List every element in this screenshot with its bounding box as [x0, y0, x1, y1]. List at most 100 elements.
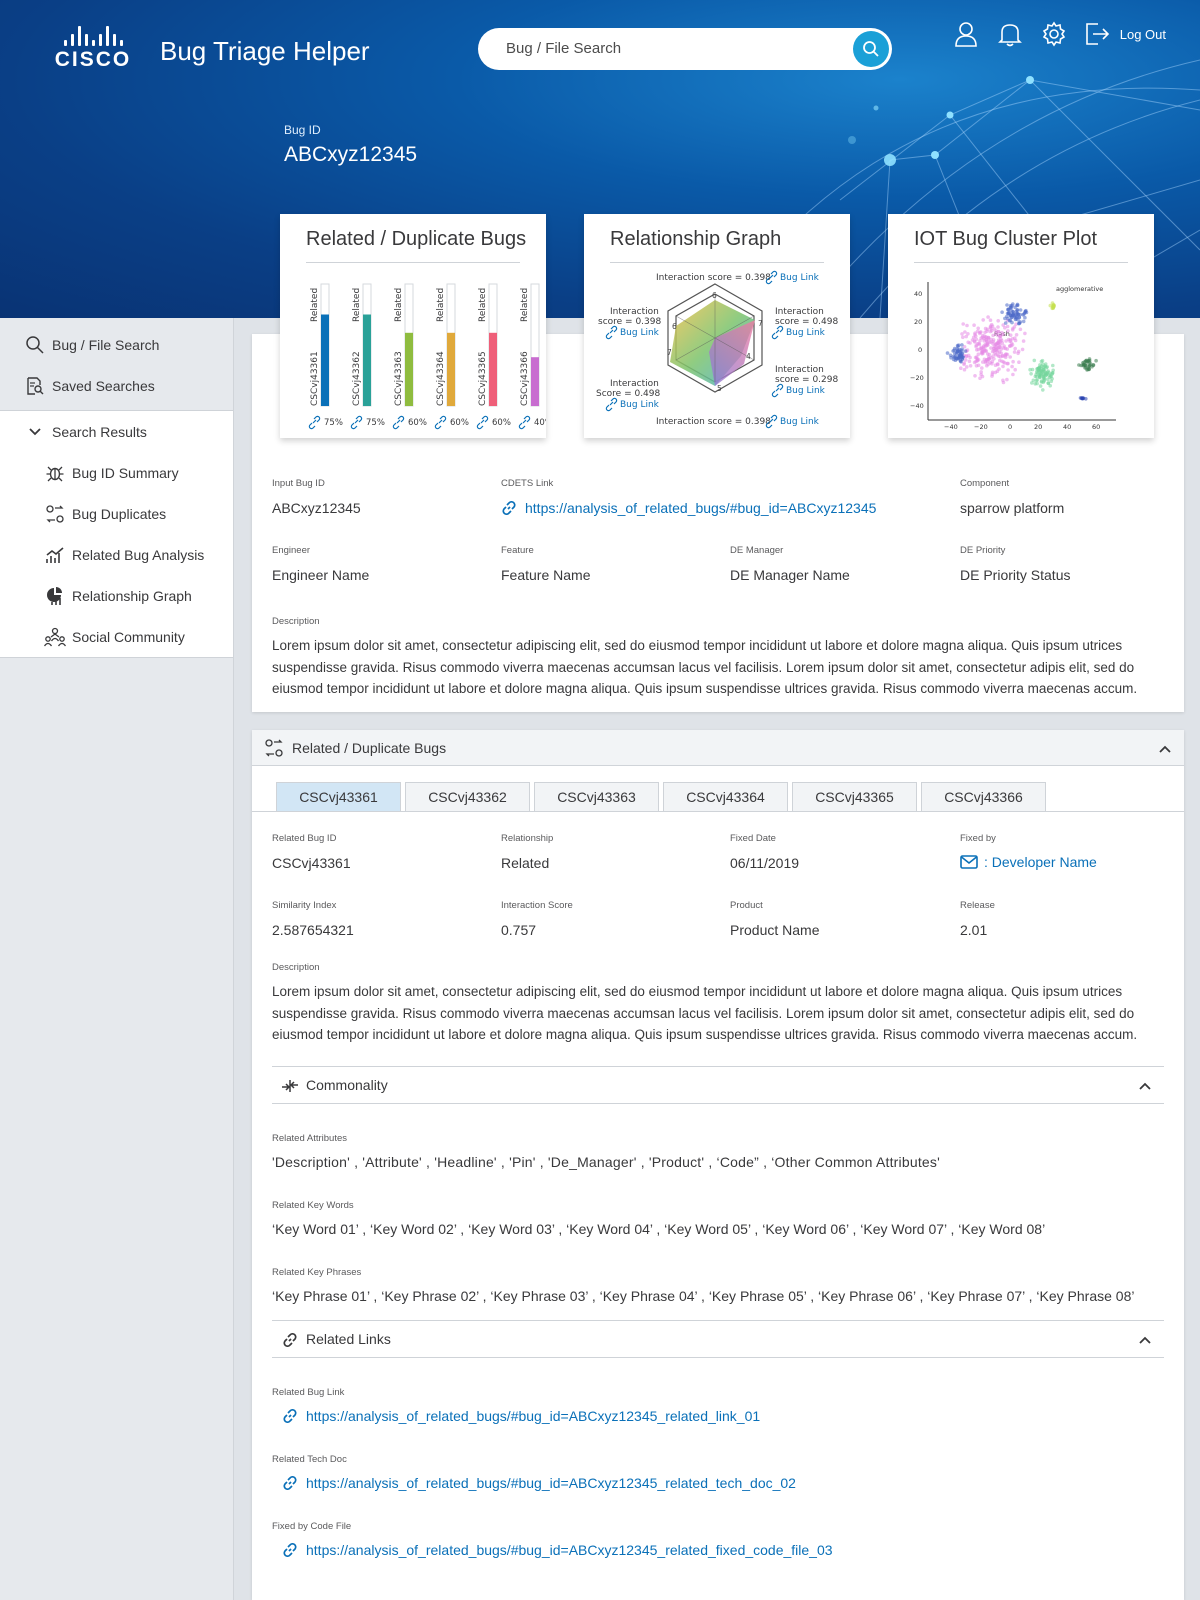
duplicates-section-header[interactable]: Related / Duplicate Bugs	[252, 730, 1184, 766]
tab-cscvj43362[interactable]: CSCvj43362	[405, 782, 530, 811]
cluster-scatter-plot: 40 20 0 −20 −40 −40 −20 0 20 40 60 agglo…	[910, 282, 1116, 431]
link-icon	[283, 1542, 297, 1558]
bug-link[interactable]: Bug Link	[620, 328, 660, 338]
logout-label[interactable]: Log Out	[1119, 26, 1166, 42]
link-icon[interactable]	[518, 415, 531, 430]
search-button[interactable]	[853, 31, 889, 67]
input-bug-id-value: ABCxyz12345	[272, 500, 361, 516]
bug-link[interactable]: Bug Link	[620, 400, 660, 410]
related-bug-id-value: CSCvj43361	[272, 855, 351, 871]
chevron-down-icon	[24, 421, 46, 443]
link-icon[interactable]	[308, 415, 321, 430]
notifications-button[interactable]	[996, 20, 1024, 48]
search-input[interactable]: Bug / File Search	[506, 40, 622, 57]
cluster-point	[959, 366, 963, 370]
related-links-header[interactable]: Related Links	[272, 1320, 1164, 1358]
cluster-point	[982, 357, 987, 362]
cisco-logo[interactable]: CISCO	[52, 26, 134, 71]
link-icon[interactable]	[434, 415, 447, 430]
user-profile-button[interactable]	[952, 20, 980, 48]
cluster-point	[1008, 333, 1013, 337]
cluster-point	[981, 345, 986, 350]
field-label: Engineer	[272, 545, 311, 556]
cluster-point	[989, 346, 993, 350]
cluster-point	[1001, 323, 1005, 327]
cluster-point	[1013, 367, 1017, 372]
bug-link[interactable]: Bug Link	[786, 328, 826, 338]
bar-gauge-cscvj43365[interactable]: Related CSCvj43365 60%	[476, 283, 511, 430]
related-tech-doc-text[interactable]: https://analysis_of_related_bugs/#bug_id…	[306, 1475, 796, 1491]
field-label: Input Bug ID	[272, 478, 325, 489]
link-icon[interactable]	[392, 415, 405, 430]
tab-cscvj43363[interactable]: CSCvj43363	[534, 782, 659, 811]
cluster-point	[956, 344, 960, 349]
commonality-header[interactable]: Commonality	[272, 1066, 1164, 1104]
cluster-point	[960, 343, 964, 347]
x-tick: −20	[974, 423, 988, 431]
sidebar-item-social-community[interactable]: Social Community	[0, 616, 233, 657]
related-tech-doc-link[interactable]: https://analysis_of_related_bugs/#bug_id…	[282, 1475, 796, 1491]
tab-cscvj43366[interactable]: CSCvj43366	[921, 782, 1046, 811]
cluster-point	[1000, 310, 1004, 314]
chevron-up-icon[interactable]	[1158, 742, 1172, 756]
card-title: Related / Duplicate Bugs	[306, 228, 527, 250]
link-icon[interactable]	[476, 415, 489, 430]
header-search-bar[interactable]: Bug / File Search	[478, 28, 892, 70]
cluster-point	[962, 345, 967, 349]
x-tick: 0	[1008, 423, 1012, 431]
bar-gauge-cscvj43366[interactable]: Related CSCvj43366 40%	[518, 283, 546, 430]
chevron-up-icon[interactable]	[1138, 1079, 1152, 1093]
tab-cscvj43361[interactable]: CSCvj43361	[276, 782, 401, 811]
cdets-link[interactable]: https://analysis_of_related_bugs/#bug_id…	[501, 500, 876, 516]
cluster-point	[997, 367, 1001, 371]
fixed-code-file-text[interactable]: https://analysis_of_related_bugs/#bug_id…	[306, 1542, 833, 1558]
commonality-icon	[282, 1080, 298, 1092]
logout-button[interactable]	[1084, 20, 1110, 48]
cluster-point	[1041, 362, 1045, 367]
sidebar-item-related-bug-analysis[interactable]: Related Bug Analysis	[0, 534, 233, 575]
cluster-point	[953, 358, 958, 362]
bug-link[interactable]: Bug Link	[780, 417, 820, 427]
sidebar-item-relationship-graph[interactable]: Relationship Graph	[0, 575, 233, 616]
bar-gauge-cscvj43364[interactable]: Related CSCvj43364 60%	[434, 283, 469, 430]
sidebar-item-bug-id-summary[interactable]: Bug ID Summary	[0, 452, 233, 493]
developer-name[interactable]: : Developer Name	[984, 854, 1097, 870]
sidebar-group-search-results[interactable]: Search Results	[0, 411, 233, 452]
bar-tag-label: Related	[310, 288, 320, 322]
tab-cscvj43365[interactable]: CSCvj43365	[792, 782, 917, 811]
cluster-point	[998, 358, 1002, 363]
cluster-point	[973, 355, 978, 360]
cluster-point	[963, 358, 968, 362]
sidebar-item-bug-duplicates[interactable]: Bug Duplicates	[0, 493, 233, 534]
sidebar-item-saved-searches[interactable]: Saved Searches	[0, 365, 233, 406]
bar-gauge-cscvj43363[interactable]: Related CSCvj43363 60%	[392, 283, 427, 430]
cluster-point	[1030, 367, 1035, 372]
link-icon[interactable]	[350, 415, 363, 430]
relationship-graph-card[interactable]: Relationship Graph 6 7 4 5 7 6 Interacti…	[584, 214, 850, 438]
fixed-code-file-link[interactable]: https://analysis_of_related_bugs/#bug_id…	[282, 1542, 833, 1558]
cluster-point	[1023, 310, 1028, 314]
engineer-value: Engineer Name	[272, 567, 370, 583]
related-bug-link-text[interactable]: https://analysis_of_related_bugs/#bug_id…	[306, 1408, 761, 1424]
bug-link[interactable]: Bug Link	[780, 273, 820, 283]
chevron-up-icon[interactable]	[1138, 1333, 1152, 1347]
bar-gauge-cscvj43361[interactable]: Related CSCvj43361 75%	[308, 283, 343, 430]
related-bug-link[interactable]: https://analysis_of_related_bugs/#bug_id…	[282, 1408, 760, 1424]
bar-percent-label: 60%	[408, 418, 427, 428]
bar-fill	[531, 357, 539, 406]
bar-gauge-cscvj43362[interactable]: Related CSCvj43362 75%	[350, 283, 385, 430]
related-bugs-card[interactable]: Related / Duplicate Bugs Related CSCvj433…	[280, 214, 546, 438]
cluster-plot-card[interactable]: IOT Bug Cluster Plot 40 20 0 −20 −40 −40…	[888, 214, 1154, 438]
component-value: sparrow platform	[960, 500, 1065, 516]
settings-button[interactable]	[1040, 20, 1068, 48]
related-keyphrases-label: Related Key Phrases	[272, 1267, 362, 1278]
bug-link[interactable]: Bug Link	[786, 386, 826, 396]
cdets-link-text[interactable]: https://analysis_of_related_bugs/#bug_id…	[525, 500, 877, 516]
sidebar-item-bug-file-search[interactable]: Bug / File Search	[0, 324, 233, 365]
search-icon	[24, 334, 46, 356]
link-icon	[283, 1408, 297, 1424]
fixed-by-link[interactable]: : Developer Name	[960, 854, 1097, 870]
cluster-point	[1051, 368, 1055, 373]
cluster-point	[1011, 309, 1015, 314]
tab-cscvj43364[interactable]: CSCvj43364	[663, 782, 788, 811]
